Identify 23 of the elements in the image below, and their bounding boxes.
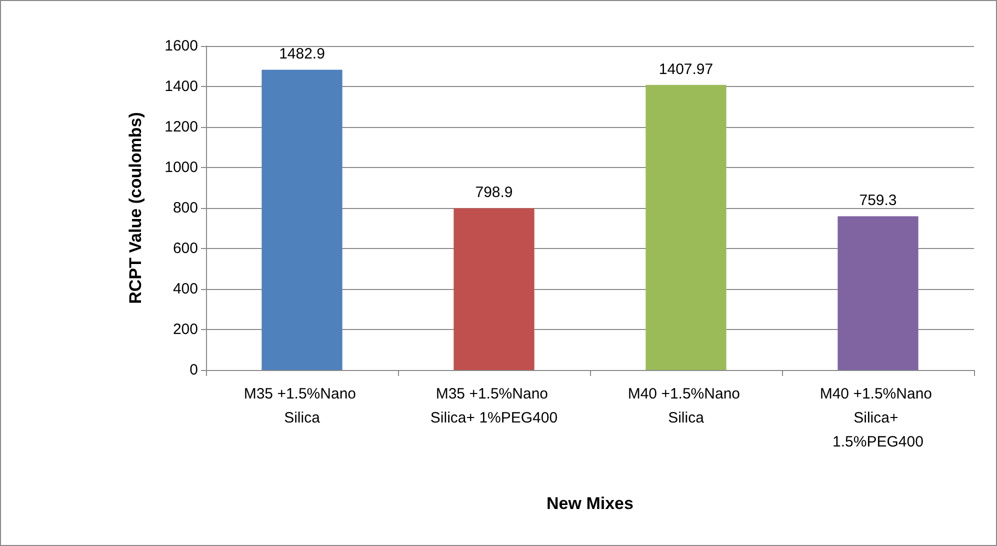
data-label: 1482.9 (279, 46, 325, 63)
data-label: 759.3 (859, 192, 897, 210)
y-tick-label: 600 (172, 240, 198, 257)
y-axis-title: RCPT Value (coulombs) (126, 112, 145, 304)
x-tick-label: M40 +1.5%Nano Silica+ 1.5%PEG400 (820, 386, 936, 450)
y-tick-label: 400 (172, 280, 198, 298)
bar (838, 216, 918, 370)
bar (454, 208, 534, 370)
y-tick-label: 800 (172, 200, 198, 216)
x-tick-label: M35 +1.5%Nano Silica+ 1%PEG400 (430, 386, 558, 426)
bar (646, 84, 726, 370)
y-tick-label: 0 (190, 362, 198, 378)
y-tick-label: 200 (172, 321, 198, 338)
y-tick-label: 1200 (164, 118, 198, 136)
bar (262, 70, 342, 370)
y-tick-label: 1400 (164, 78, 198, 95)
data-label: 798.9 (475, 184, 513, 202)
data-label: 1407.97 (658, 60, 714, 78)
x-tick-label: M35 +1.5%Nano Silica (244, 386, 360, 426)
y-tick-label: 1000 (164, 159, 198, 176)
y-tick-label: 1600 (164, 38, 198, 54)
x-axis-title: New Mixes (546, 494, 634, 513)
x-tick-label: M40 +1.5%Nano Silica (628, 386, 744, 426)
